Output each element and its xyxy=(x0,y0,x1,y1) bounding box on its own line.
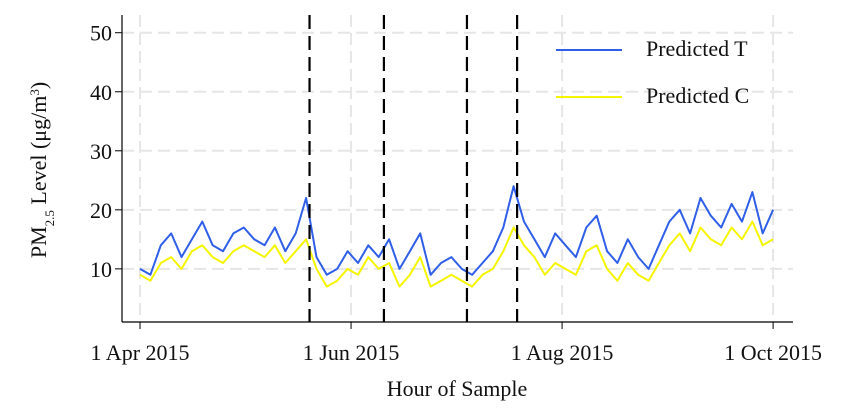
series-line xyxy=(139,185,775,276)
y-axis-title-part: 2.5 xyxy=(42,210,57,226)
y-tick-label: 30 xyxy=(90,139,112,164)
x-tick-label: 1 Oct 2015 xyxy=(724,340,822,365)
legend-label: Predicted C xyxy=(646,83,749,108)
y-tick-label: 20 xyxy=(90,198,112,223)
y-tick-label: 40 xyxy=(90,80,112,105)
series-line xyxy=(139,220,774,288)
y-tick-label: 10 xyxy=(90,257,112,282)
x-tick-label: 1 Apr 2015 xyxy=(91,340,190,365)
y-tick-label: 50 xyxy=(90,21,112,46)
y-axis-title-part: PM xyxy=(26,226,51,258)
y-axis-title: PM2.5 Level (μg/m3) xyxy=(26,82,57,258)
x-axis-title: Hour of Sample xyxy=(387,376,528,401)
x-tick-label: 1 Jun 2015 xyxy=(303,340,400,365)
y-axis-title-part: 3 xyxy=(27,89,42,96)
x-tick-label: 1 Aug 2015 xyxy=(511,340,614,365)
y-axis-title-part: Level (μg/m xyxy=(26,96,51,210)
legend-label: Predicted T xyxy=(646,36,748,61)
y-axis-title-part: ) xyxy=(26,82,51,89)
